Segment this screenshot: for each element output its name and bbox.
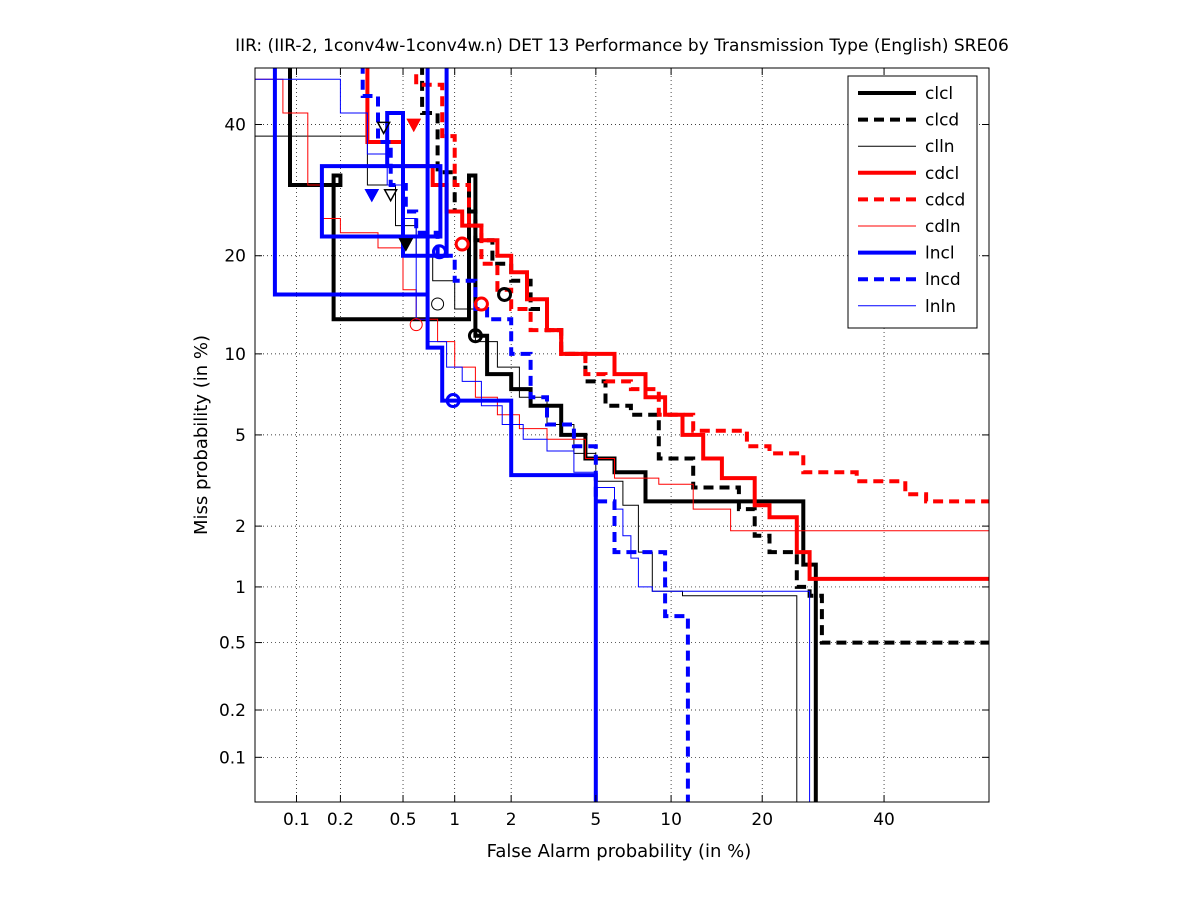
y-tick-label: 40: [224, 116, 246, 136]
legend-label-cdcl: cdcl: [925, 164, 959, 184]
series-line-clcd: [420, 68, 989, 645]
series-line-cdln: [255, 78, 989, 532]
legend-label-lncd: lncd: [925, 270, 961, 290]
legend-label-lnln: lnln: [925, 297, 956, 317]
series-line-lnln: [255, 78, 811, 802]
series-line-lncd: [360, 68, 690, 802]
series-marker-cdcd: [473, 296, 489, 312]
y-tick-label: 5: [235, 426, 246, 446]
y-tick-label: 0.1: [219, 748, 246, 768]
tick-layer: 0.1 0.2 0.5 1 2 5 10 20 40 0.1 0.2 0.5 1 2 5 10 20 40: [219, 68, 989, 830]
series-line-cdcd: [414, 68, 989, 504]
x-tick-label: 0.5: [390, 810, 417, 830]
x-tick-label: 20: [751, 810, 773, 830]
legend-label-clcd: clcd: [925, 111, 959, 131]
series-layer: [255, 68, 989, 802]
y-tick-label: 10: [224, 345, 246, 365]
series-marker-clln: [431, 297, 445, 311]
legend-label-clln: clln: [925, 137, 955, 157]
y-tick-label: 20: [224, 247, 246, 267]
series-marker-clcl: [467, 328, 483, 344]
series-line-clln: [255, 135, 798, 802]
y-tick-label: 0.5: [219, 634, 246, 654]
x-tick-label: 0.1: [283, 810, 310, 830]
x-tick-label: 40: [873, 810, 895, 830]
series-marker-cdcd: [406, 118, 422, 133]
series-marker-clcd: [398, 238, 414, 252]
series-marker-lncl: [445, 393, 461, 409]
series-line-clcl: [288, 68, 818, 802]
x-tick-label: 2: [506, 810, 517, 830]
y-axis-label: Miss probability (in %): [191, 335, 212, 535]
legend: clcl clcd clln cdcl cdcd cdln lncl lncd lnln: [847, 75, 978, 329]
legend-label-clcl: clcl: [925, 84, 953, 104]
series-marker-clln: [383, 188, 398, 203]
legend-items: clcl clcd clln cdcl cdcd cdln lncl lncd lnln: [858, 84, 965, 317]
y-tick-label: 0.2: [219, 701, 246, 721]
series-line-lncl: [272, 68, 598, 802]
series-marker-clcd: [497, 286, 513, 302]
legend-label-lncl: lncl: [925, 244, 955, 264]
legend-label-cdln: cdln: [925, 217, 961, 237]
chart-title: IIR: (IIR-2, 1conv4w-1conv4w.n) DET 13 P…: [235, 36, 1009, 56]
x-tick-label: 10: [660, 810, 682, 830]
y-tick-label: 1: [235, 578, 246, 598]
y-tick-label: 2: [235, 517, 246, 537]
x-tick-label: 1: [449, 810, 460, 830]
x-axis-label: False Alarm probability (in %): [487, 841, 752, 862]
x-tick-label: 5: [590, 810, 601, 830]
series-marker-cdln: [409, 318, 423, 332]
series-marker-clln: [376, 121, 391, 135]
legend-label-cdcd: cdcd: [925, 190, 965, 210]
x-tick-label: 0.2: [327, 810, 354, 830]
series-marker-cdcl: [454, 236, 470, 252]
series-marker-lncd: [364, 188, 380, 203]
series-marker-lncl: [431, 244, 447, 260]
